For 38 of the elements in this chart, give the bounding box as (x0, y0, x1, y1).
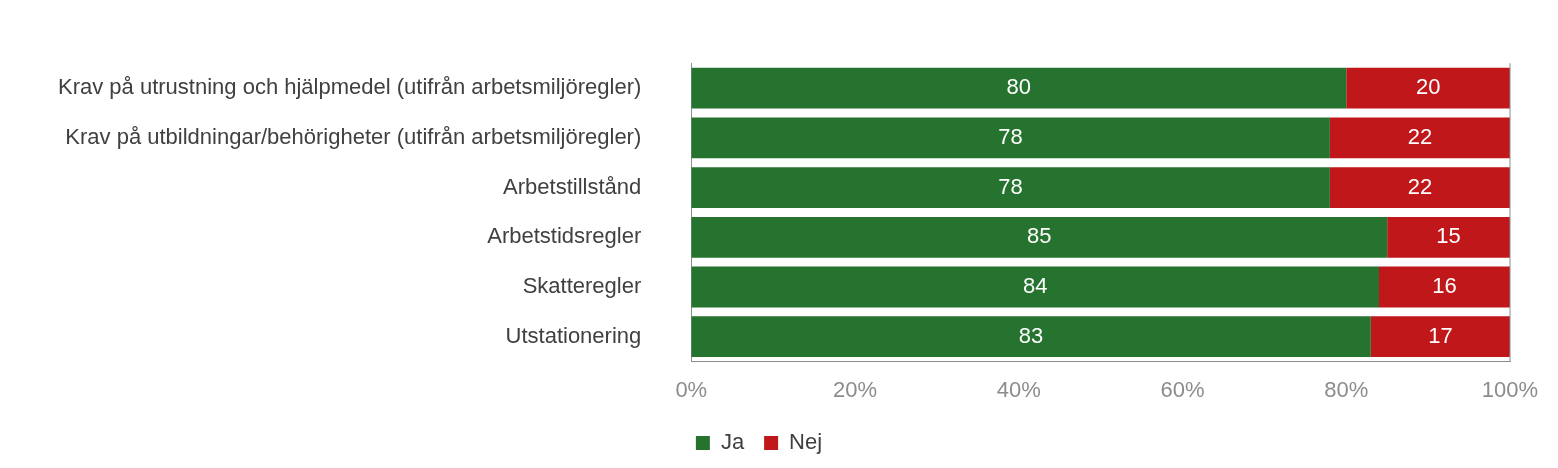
legend-label: Nej (789, 429, 823, 455)
bar (691, 167, 1330, 208)
data-label: 85 (1026, 223, 1052, 249)
data-label: 78 (998, 123, 1023, 149)
bar (691, 216, 1388, 258)
x-tick-label: 40% (996, 376, 1041, 402)
y-tick-label: Utstationering (505, 322, 642, 348)
bar (1387, 216, 1510, 258)
x-tick-label: 100% (1481, 376, 1539, 402)
data-label: 20 (1415, 74, 1441, 100)
x-tick-label: 20% (833, 376, 878, 402)
bar (691, 117, 1330, 159)
bar (1329, 117, 1510, 159)
data-label: 17 (1428, 322, 1453, 348)
y-tick-label: Krav på utbildningar/behörigheter (utifrån arbetsmiljöregler) (65, 123, 642, 149)
data-label: 83 (1018, 322, 1044, 348)
bar (691, 316, 1371, 358)
legend-label: Ja (720, 429, 745, 455)
data-label: 84 (1022, 273, 1048, 299)
data-label: 16 (1432, 273, 1457, 299)
bar (691, 67, 1347, 109)
y-tick-label: Skatteregler (522, 273, 642, 299)
bar (1370, 316, 1510, 358)
data-label: 22 (1407, 123, 1433, 149)
y-tick-label: Krav på utrustning och hjälpmedel (utifrån arbetsmiljöregler) (58, 74, 642, 100)
bar (691, 266, 1380, 308)
data-label: 80 (1006, 74, 1032, 100)
x-tick-label: 0% (675, 376, 708, 402)
x-tick-label: 80% (1324, 376, 1369, 402)
data-label: 15 (1436, 223, 1461, 249)
bar (1346, 67, 1510, 109)
bar (1329, 167, 1510, 208)
data-label: 22 (1407, 173, 1433, 199)
bar (1379, 266, 1510, 308)
y-tick-label: Arbetstillstånd (503, 173, 642, 199)
x-tick-label: 60% (1160, 376, 1205, 402)
y-tick-label: Arbetstidsregler (487, 223, 642, 249)
data-label: 78 (998, 173, 1023, 199)
